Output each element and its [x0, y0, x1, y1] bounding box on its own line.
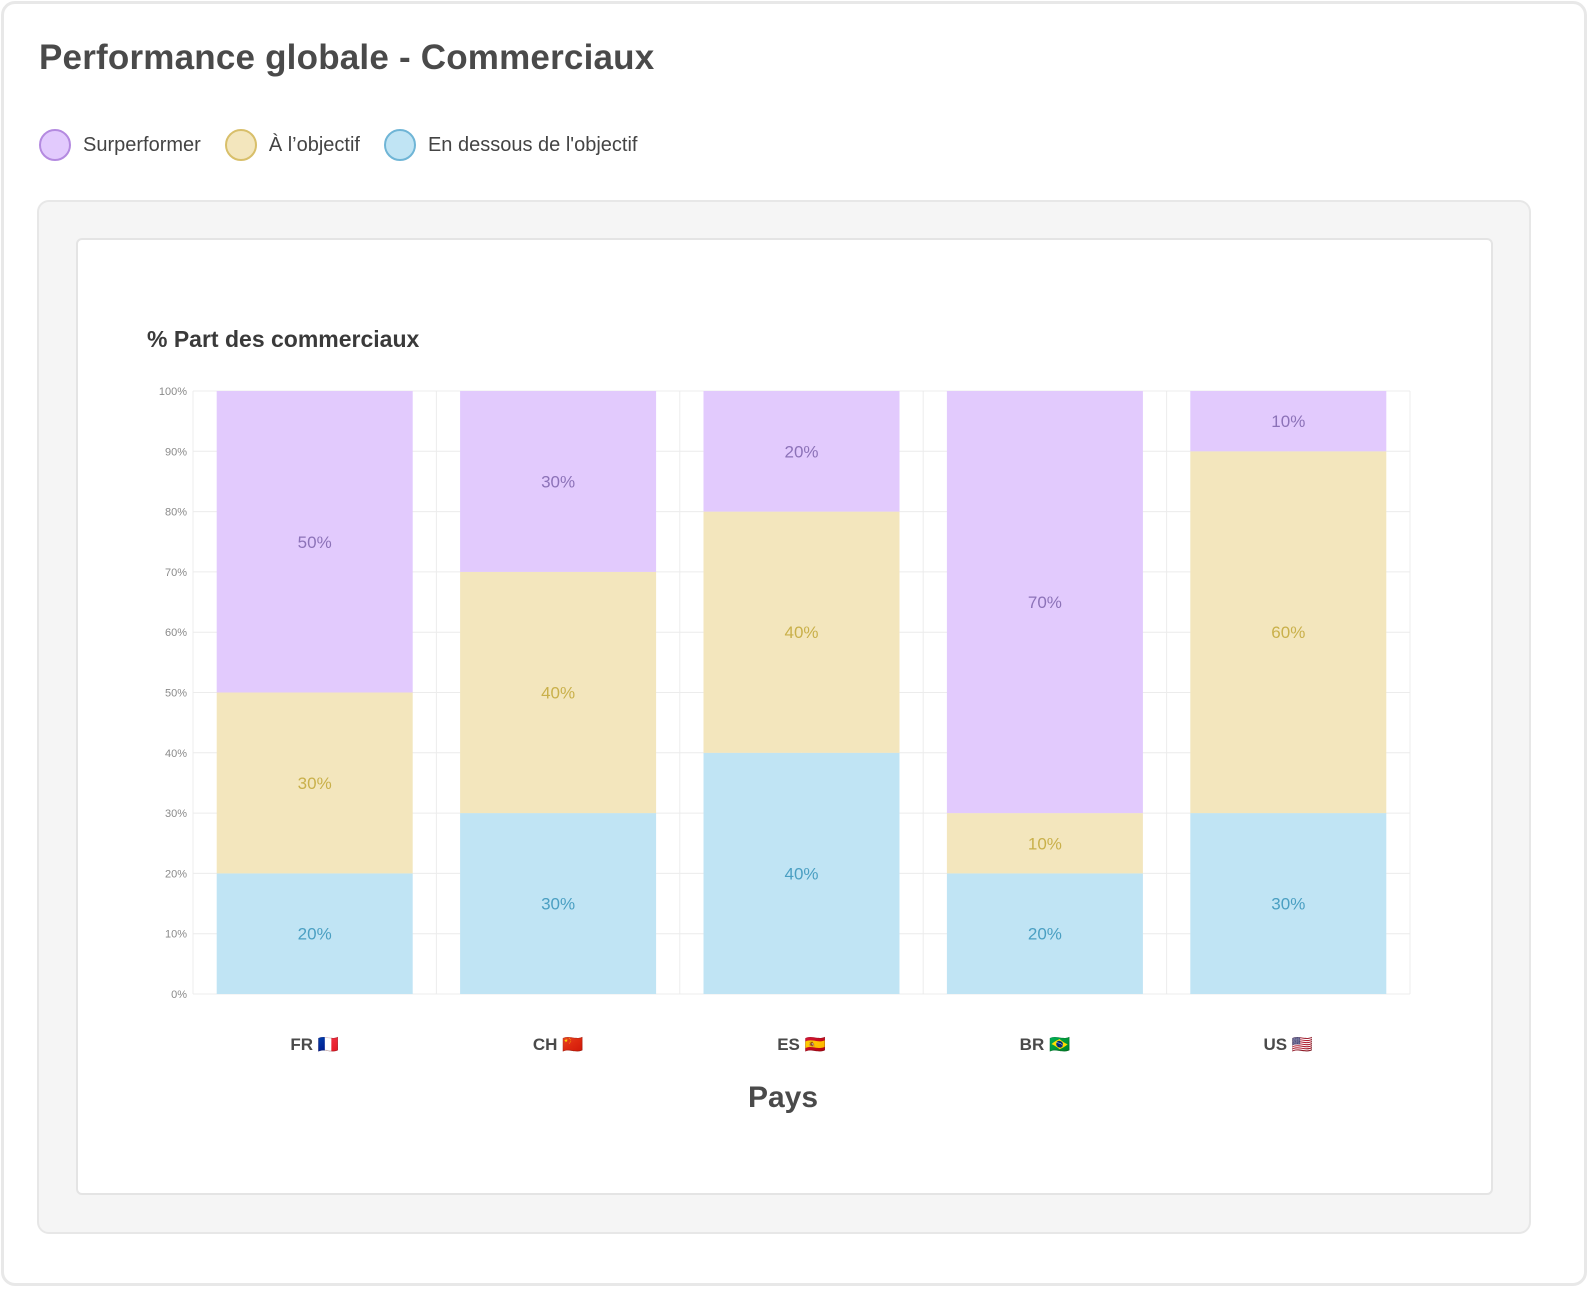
legend-item-surperformer: Surperformer — [39, 129, 201, 161]
bar-value-label: 30% — [541, 472, 575, 491]
y-tick-label: 80% — [165, 507, 187, 519]
bar-segment — [703, 752, 900, 994]
bar-value-label: 20% — [1028, 925, 1062, 944]
y-tick-label: 40% — [165, 748, 187, 760]
bar-segment — [946, 873, 1143, 994]
y-tick-label: 100% — [159, 386, 187, 398]
bar-value-label: 30% — [298, 774, 332, 793]
y-axis-title: % Part des commerciaux — [147, 326, 420, 352]
legend-swatch-en-dessous — [383, 129, 416, 161]
bar-value-label: 30% — [541, 895, 575, 914]
x-axis-ticks: FR 🇫🇷 CH 🇨🇳 ES 🇪🇸 BR 🇧🇷 US 🇺🇸 — [290, 1035, 1313, 1054]
bar-value-label: 70% — [1028, 593, 1062, 612]
bar-segment — [460, 813, 657, 994]
legend-swatch-surperformer — [39, 129, 71, 161]
legend-swatch-a-objectif — [224, 129, 257, 161]
x-axis-title: Pays — [748, 1081, 818, 1114]
bar-segment — [1190, 813, 1387, 994]
y-tick-label: 30% — [165, 808, 187, 820]
x-tick-label: US 🇺🇸 — [1264, 1035, 1314, 1054]
bar-value-label: 20% — [784, 442, 818, 461]
legend-label: Surperformer — [83, 133, 201, 156]
bar-segment — [216, 391, 413, 693]
y-tick-label: 10% — [165, 929, 187, 941]
bar-segment — [216, 873, 413, 994]
bar-segment — [216, 692, 413, 874]
bar-segment — [946, 813, 1143, 874]
y-tick-label: 20% — [165, 868, 187, 880]
bar-segment — [460, 571, 657, 814]
x-tick-label: BR 🇧🇷 — [1020, 1035, 1070, 1054]
bar-value-label: 40% — [541, 684, 575, 703]
y-tick-label: 0% — [171, 989, 187, 1001]
y-axis-ticks: 0% 10% 20% 30% 40% 50% 60% 70% 80% 90% 100% — [159, 386, 187, 1001]
legend-item-en-dessous: En dessous de l'objectif — [383, 129, 638, 161]
x-tick-label: FR 🇫🇷 — [290, 1035, 339, 1054]
x-tick-label: CH 🇨🇳 — [533, 1035, 583, 1054]
bars: 20% 30% 50% 30% 40% 30% 40% 40% 20% 20% 10% 70% 30% 6… — [216, 391, 1387, 994]
x-tick-label: ES 🇪🇸 — [777, 1035, 826, 1054]
bar-value-label: 20% — [298, 925, 332, 944]
legend: Surperformer À l’objectif En dessous de … — [39, 127, 661, 163]
bar-value-label: 40% — [784, 864, 818, 883]
page-title: Performance globale - Commerciaux — [39, 38, 655, 77]
y-tick-label: 50% — [165, 688, 187, 700]
y-tick-label: 60% — [165, 627, 187, 639]
bar-value-label: 50% — [298, 533, 332, 552]
bar-value-label: 10% — [1271, 412, 1305, 431]
legend-item-a-objectif: À l’objectif — [224, 129, 360, 161]
legend-label: En dessous de l'objectif — [427, 133, 638, 156]
legend-label: À l’objectif — [268, 133, 360, 156]
bar-value-label: 10% — [1028, 834, 1062, 853]
bar-segment — [1190, 391, 1387, 452]
bar-segment — [703, 391, 900, 512]
bar-segment — [703, 511, 900, 753]
bar-value-label: 30% — [1271, 895, 1305, 914]
bar-value-label: 60% — [1271, 623, 1305, 642]
bar-segment — [1190, 451, 1387, 814]
bar-segment — [946, 391, 1143, 814]
y-tick-label: 90% — [165, 446, 187, 458]
bar-segment — [460, 391, 657, 572]
y-tick-label: 70% — [165, 567, 187, 579]
bar-value-label: 40% — [784, 623, 818, 642]
